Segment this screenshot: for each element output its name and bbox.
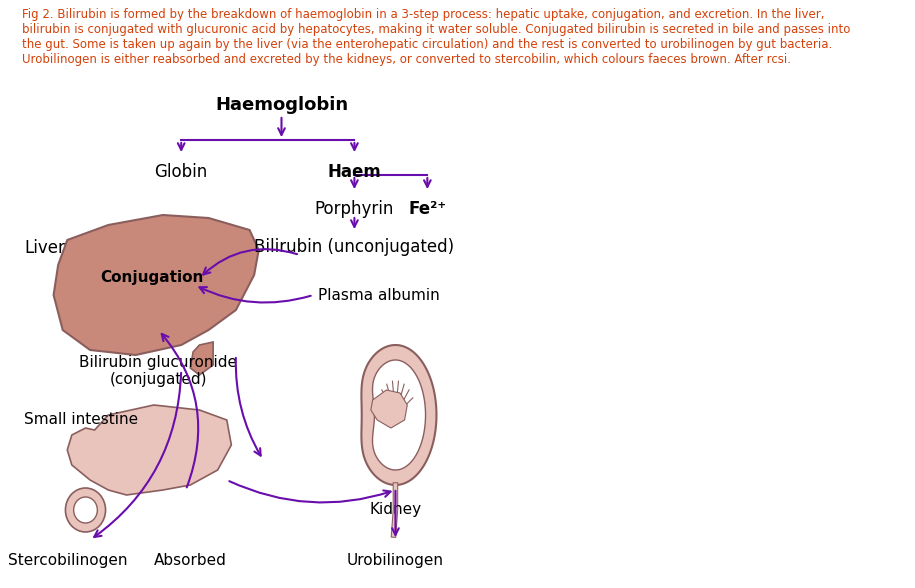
Polygon shape xyxy=(372,360,425,470)
Text: Kidney: Kidney xyxy=(370,502,422,517)
Text: Urobilinogen: Urobilinogen xyxy=(347,553,444,568)
Polygon shape xyxy=(68,405,231,495)
Text: Stercobilinogen: Stercobilinogen xyxy=(7,553,127,568)
Text: Small intestine: Small intestine xyxy=(25,413,138,427)
Circle shape xyxy=(73,497,97,523)
Text: Globin: Globin xyxy=(155,163,208,181)
Polygon shape xyxy=(361,345,436,485)
Text: Haemoglobin: Haemoglobin xyxy=(215,96,348,114)
Polygon shape xyxy=(371,390,407,428)
Text: Absorbed: Absorbed xyxy=(154,553,227,568)
Polygon shape xyxy=(190,342,213,375)
Text: Porphyrin: Porphyrin xyxy=(315,200,394,218)
Text: Fe²⁺: Fe²⁺ xyxy=(408,200,447,218)
Text: Conjugation: Conjugation xyxy=(101,269,204,285)
Text: Haem: Haem xyxy=(328,163,382,181)
Circle shape xyxy=(66,488,105,532)
Text: Plasma albumin: Plasma albumin xyxy=(318,288,440,302)
Text: Liver: Liver xyxy=(25,239,65,257)
Text: Bilirubin (unconjugated): Bilirubin (unconjugated) xyxy=(254,238,455,256)
Text: Bilirubin glucuronide
(conjugated): Bilirubin glucuronide (conjugated) xyxy=(80,355,237,387)
Polygon shape xyxy=(54,215,259,355)
Text: Fig 2. Bilirubin is formed by the breakdown of haemoglobin in a 3-step process: : Fig 2. Bilirubin is formed by the breakd… xyxy=(22,8,850,66)
